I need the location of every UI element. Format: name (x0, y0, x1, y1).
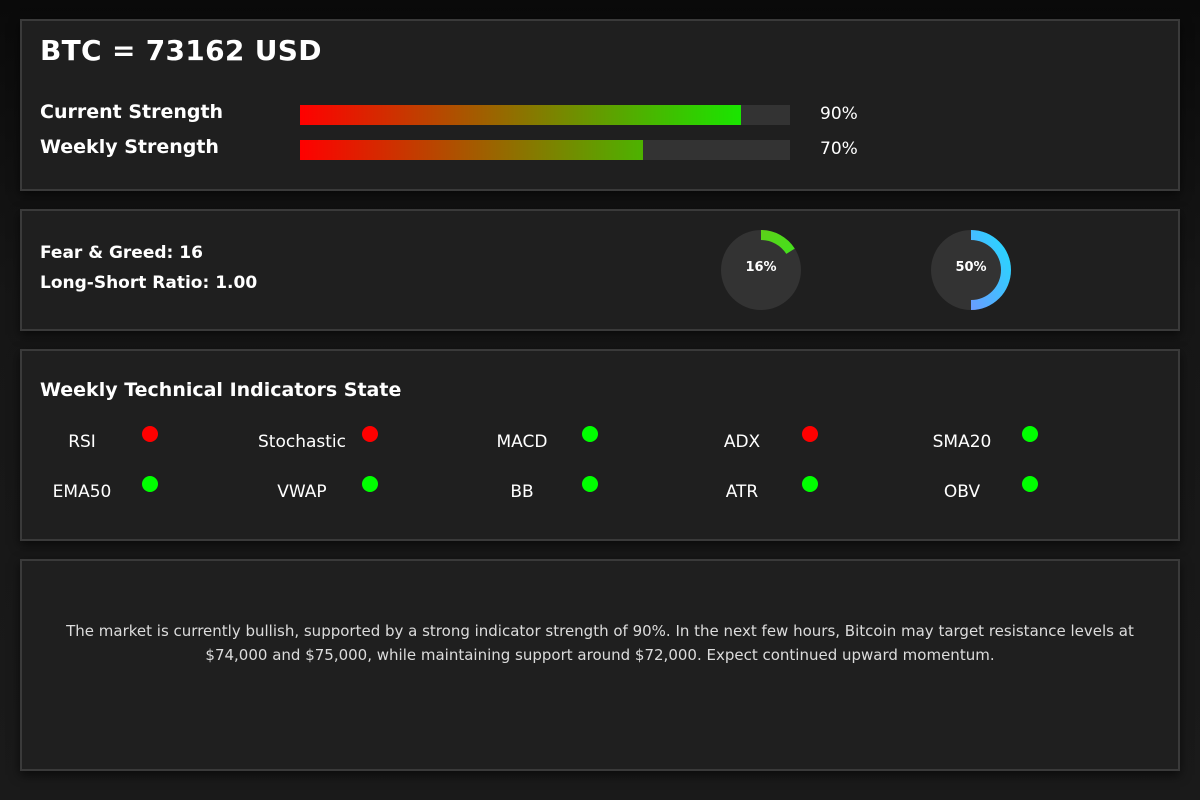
long-short-gauge-label: 50% (955, 260, 987, 275)
indicator-name: BB (510, 482, 534, 502)
indicator-sma20: SMA20 (902, 424, 1122, 464)
indicator-bb: BB (462, 474, 682, 514)
indicators-panel: Weekly Technical Indicators State RSI St… (20, 349, 1180, 541)
indicator-name: Stochastic (258, 432, 346, 452)
indicator-obv: OBV (902, 474, 1122, 514)
current-strength-bar-fill (300, 105, 741, 125)
long-short-ratio-text: Long-Short Ratio: 1.00 (40, 273, 258, 293)
indicator-macd: MACD (462, 424, 682, 464)
indicators-title: Weekly Technical Indicators State (40, 379, 402, 401)
indicator-status-dot (142, 476, 158, 492)
current-strength-bar (300, 105, 790, 125)
gauge-background (721, 230, 801, 310)
sentiment-panel: Fear & Greed: 16 Long-Short Ratio: 1.00 … (20, 209, 1180, 331)
indicator-adx: ADX (682, 424, 902, 464)
indicator-rsi: RSI (22, 424, 242, 464)
indicator-status-dot (582, 476, 598, 492)
indicator-status-dot (1022, 426, 1038, 442)
gauge-background (931, 230, 1011, 310)
fear-greed-gauge-svg (721, 230, 801, 310)
indicator-status-dot (802, 476, 818, 492)
long-short-gauge: 50% (930, 229, 1012, 311)
indicator-ema50: EMA50 (22, 474, 242, 514)
fear-greed-gauge: 16% (720, 229, 802, 311)
fear-greed-text: Fear & Greed: 16 (40, 243, 203, 263)
price-title: BTC = 73162 USD (40, 34, 322, 67)
indicator-atr: ATR (682, 474, 902, 514)
indicator-name: EMA50 (52, 482, 112, 502)
long-short-gauge-arc (971, 230, 1011, 310)
indicator-status-dot (582, 426, 598, 442)
indicator-stochastic: Stochastic (242, 424, 462, 464)
indicator-name: MACD (496, 432, 548, 452)
indicator-name: SMA20 (932, 432, 992, 452)
indicator-status-dot (142, 426, 158, 442)
weekly-strength-bar (300, 140, 790, 160)
price-panel: BTC = 73162 USD Current Strength 90% Wee… (20, 19, 1180, 191)
fear-greed-gauge-label: 16% (745, 260, 777, 275)
current-strength-label: Current Strength (40, 101, 224, 123)
indicator-status-dot (362, 426, 378, 442)
indicator-name: ATR (725, 482, 759, 502)
indicator-status-dot (802, 426, 818, 442)
summary-panel: The market is currently bullish, support… (20, 559, 1180, 771)
weekly-strength-bar-fill (300, 140, 643, 160)
market-summary-text: The market is currently bullish, support… (66, 622, 1134, 664)
weekly-strength-label: Weekly Strength (40, 136, 219, 158)
current-strength-value: 90% (820, 104, 858, 124)
indicator-vwap: VWAP (242, 474, 462, 514)
indicator-name: RSI (68, 432, 96, 452)
indicator-status-dot (362, 476, 378, 492)
indicator-status-dot (1022, 476, 1038, 492)
long-short-gauge-svg (931, 230, 1011, 310)
indicator-name: ADX (723, 432, 761, 452)
fear-greed-gauge-arc (761, 230, 795, 254)
indicator-name: OBV (943, 482, 981, 502)
indicator-name: VWAP (277, 482, 327, 502)
weekly-strength-value: 70% (820, 139, 858, 159)
